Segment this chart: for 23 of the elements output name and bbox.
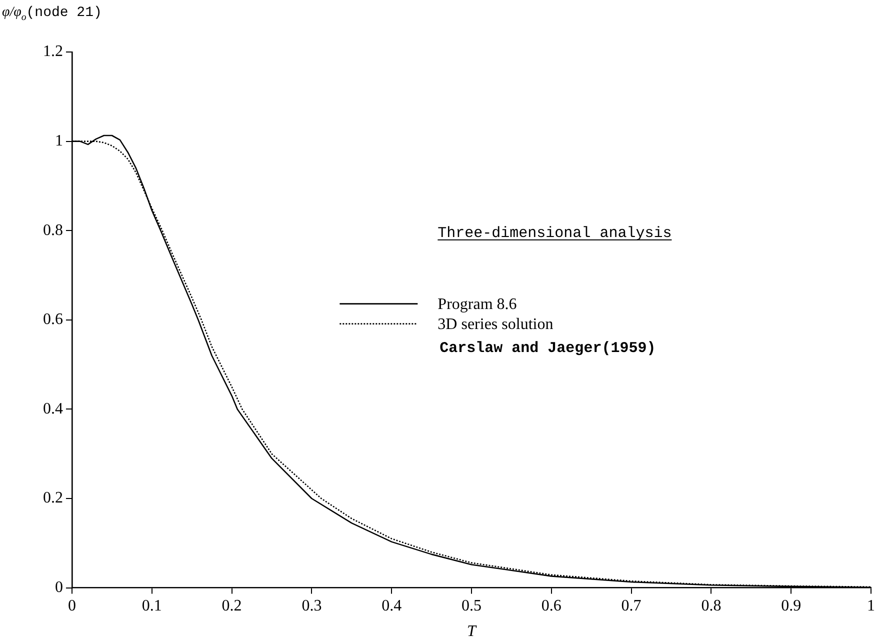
legend-label: Program 8.6 <box>438 296 517 313</box>
annotation: Three-dimensional analysis <box>438 224 672 242</box>
x-tick-label: 1 <box>867 598 875 615</box>
x-tick-label: 0.6 <box>541 598 562 615</box>
y-tick-label: 0 <box>55 579 63 596</box>
x-tick-label: 0.8 <box>701 598 722 615</box>
x-tick-label: 0 <box>68 598 76 615</box>
x-tick-label: 0.2 <box>222 598 242 615</box>
x-tick-label: 0.7 <box>621 598 642 615</box>
x-tick-label: 0.3 <box>302 598 322 615</box>
y-tick-label: 0.6 <box>43 311 63 328</box>
x-tick-label: 0.4 <box>382 598 402 615</box>
x-axis-title: T <box>467 623 478 640</box>
x-tick-label: 0.1 <box>142 598 162 615</box>
x-tick-label: 0.5 <box>462 598 482 615</box>
x-tick-label: 0.9 <box>781 598 802 615</box>
legend-label: 3D series solution <box>438 316 554 333</box>
y-tick-label: 0.8 <box>43 222 63 239</box>
y-tick-label: 0.4 <box>43 400 63 418</box>
y-tick-label: 1.2 <box>43 43 63 60</box>
annotation: Carslaw and Jaeger(1959) <box>440 340 656 357</box>
y-tick-label: 1 <box>55 132 63 150</box>
y-tick-label: 0.2 <box>43 490 63 507</box>
